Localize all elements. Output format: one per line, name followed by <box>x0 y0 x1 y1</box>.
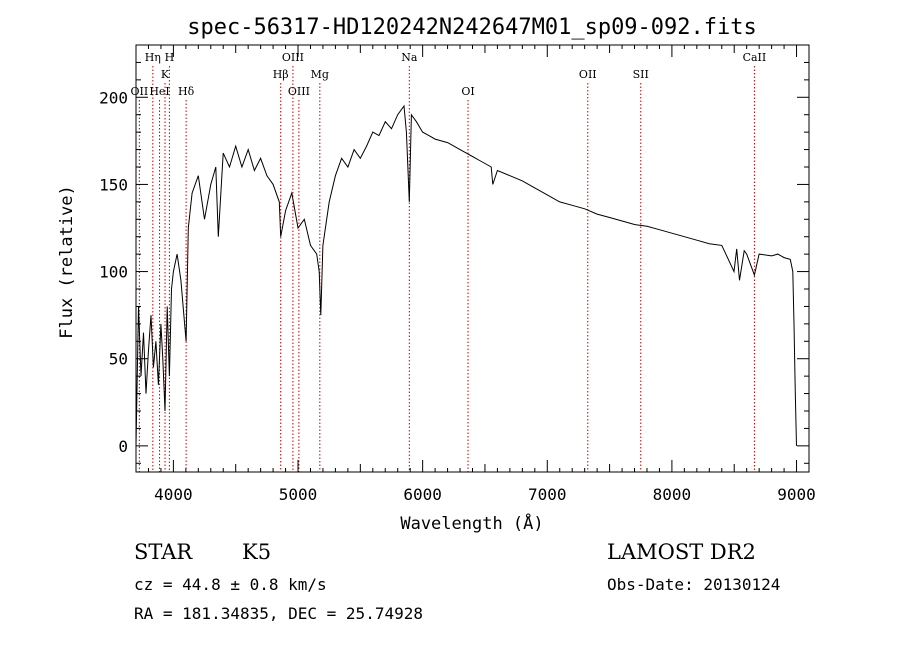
line-marker-label: H <box>165 51 175 64</box>
line-marker-label: OIII <box>282 51 304 64</box>
coordinates-text: RA = 181.34835, DEC = 25.74928 <box>134 604 423 623</box>
y-tick-label: 0 <box>118 437 128 456</box>
line-marker-label: K <box>161 68 170 81</box>
x-tick-label: 8000 <box>653 485 692 504</box>
x-axis: 4000 5000 6000 7000 8000 9000 <box>135 45 816 504</box>
x-tick-label: 5000 <box>279 485 318 504</box>
line-marker-label: HeI <box>149 85 169 98</box>
y-tick-label: 150 <box>99 175 128 194</box>
line-marker-label: OII <box>131 85 149 98</box>
line-marker-label: OII <box>579 68 597 81</box>
line-marker-label: OI <box>461 85 474 98</box>
object-subclass: K5 <box>242 540 272 564</box>
y-tick-label: 100 <box>99 263 128 282</box>
redshift-text: cz = 44.8 ± 0.8 km/s <box>134 575 327 594</box>
survey-name: LAMOST DR2 <box>607 540 756 564</box>
line-marker-label: Hδ <box>178 85 195 98</box>
line-marker-label: Hη <box>145 51 161 64</box>
line-marker-label: Mg <box>311 68 329 81</box>
y-axis: 0 50 100 150 200 <box>99 61 809 464</box>
line-marker-label: SII <box>633 68 649 81</box>
object-class: STAR <box>134 540 193 564</box>
line-marker-label: Na <box>401 51 418 64</box>
line-marker-label: OIII <box>288 85 310 98</box>
x-tick-label: 4000 <box>154 485 193 504</box>
x-axis-label: Wavelength (Å) <box>400 512 543 534</box>
plot-frame <box>135 44 810 473</box>
x-tick-label: 6000 <box>403 485 442 504</box>
line-marker-label: Hβ <box>273 68 289 81</box>
y-axis-label: Flux (relative) <box>57 185 77 339</box>
spectrum-series-line <box>135 104 797 446</box>
y-tick-label: 200 <box>99 88 128 107</box>
x-tick-label: 9000 <box>777 485 816 504</box>
obs-date-text: Obs-Date: 20130124 <box>607 575 781 594</box>
x-tick-label: 7000 <box>528 485 567 504</box>
chart-title: spec-56317-HD120242N242647M01_sp09-092.f… <box>187 15 757 40</box>
line-marker-label: CaII <box>743 51 767 64</box>
y-tick-label: 50 <box>109 350 128 369</box>
